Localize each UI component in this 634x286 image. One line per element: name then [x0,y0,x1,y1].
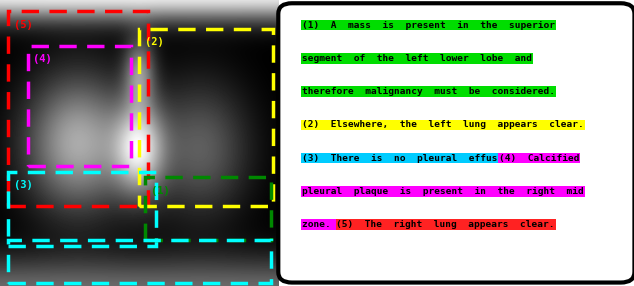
Text: segment  of  the  left  lower  lobe  and: segment of the left lower lobe and [302,54,532,63]
Text: (5)  The  right  lung  appears  clear.: (5) The right lung appears clear. [337,220,555,229]
Bar [8,172,156,246]
Bar [139,29,273,206]
Text: zone.: zone. [302,220,342,229]
Text: therefore  malignancy  must  be  considered.: therefore malignancy must be considered. [302,87,555,96]
Bar [28,46,131,166]
FancyBboxPatch shape [278,3,634,283]
Text: (1): (1) [151,186,169,196]
Text: (3): (3) [14,180,33,190]
Text: (1)  A  mass  is  present  in  the  superior: (1) A mass is present in the superior [302,21,555,29]
Text: (5): (5) [14,20,33,30]
Text: pleural  plaque  is  present  in  the  right  mid: pleural plaque is present in the right m… [302,187,584,196]
Text: (3)  There  is  no  pleural  effusion.: (3) There is no pleural effusion. [302,154,532,162]
Text: (2)  Elsewhere,  the  left  lung  appears  clear.: (2) Elsewhere, the left lung appears cle… [302,120,584,129]
Text: (2): (2) [145,37,164,47]
Bar [145,177,271,240]
Bar [8,11,148,206]
Text: (4): (4) [34,54,52,64]
Text: (4)  Calcified: (4) Calcified [499,154,579,162]
Bar [8,240,271,283]
